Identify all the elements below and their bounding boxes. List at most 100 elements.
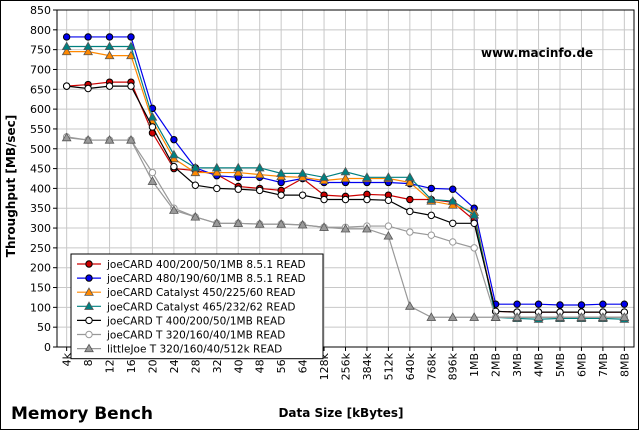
legend-label: joeCARD 480/190/60/1MB 8.5.1 READ — [106, 273, 306, 285]
y-tick-label: 300 — [30, 222, 51, 235]
chart-title: Memory Bench — [11, 404, 153, 424]
data-point — [298, 191, 307, 199]
data-point — [470, 244, 478, 252]
y-tick-label: 250 — [30, 242, 51, 255]
data-point — [256, 186, 264, 195]
series-2 — [62, 33, 629, 309]
data-point — [449, 185, 457, 193]
data-point — [61, 132, 72, 142]
data-point — [319, 172, 329, 181]
data-point — [449, 238, 457, 246]
data-point — [234, 185, 242, 193]
legend-marker — [84, 343, 94, 353]
data-point — [427, 211, 435, 220]
data-point — [83, 41, 93, 51]
data-point — [62, 82, 71, 90]
data-point — [170, 162, 178, 171]
y-tick-label: 50 — [37, 321, 51, 334]
x-tick-label: 4k — [61, 352, 74, 366]
data-point — [555, 312, 565, 321]
legend-marker — [84, 287, 94, 296]
y-tick-label: 850 — [30, 4, 51, 17]
data-point — [191, 181, 200, 189]
data-point — [447, 312, 458, 321]
data-point — [619, 312, 630, 321]
data-point — [277, 178, 285, 187]
data-point — [104, 50, 115, 60]
legend-item: joeCARD 400/200/50/1MB 8.5.1 READ — [77, 259, 306, 271]
data-point — [320, 195, 328, 204]
data-point — [406, 207, 414, 216]
data-point — [363, 195, 371, 204]
data-point — [276, 168, 287, 177]
y-tick-label: 150 — [30, 282, 51, 295]
y-tick-label: 500 — [30, 143, 51, 156]
data-point — [469, 209, 480, 219]
data-point — [340, 166, 351, 176]
y-axis-ticks: 0 50 100 150 200 250 300 350 400 450 500 550 600 650 7… — [30, 4, 57, 354]
data-point — [211, 162, 222, 172]
series-7 — [61, 132, 630, 321]
data-point — [213, 184, 221, 193]
y-tick-label: 350 — [30, 202, 51, 215]
data-point — [61, 41, 72, 51]
data-point — [449, 219, 457, 228]
data-point — [148, 123, 157, 131]
data-point — [126, 41, 136, 51]
x-tick-label: 4MB — [533, 353, 546, 377]
data-point — [127, 82, 135, 90]
y-tick-label: 800 — [30, 24, 51, 37]
data-point — [297, 168, 308, 177]
legend-item: joeCARD Catalyst 465/232/62 READ — [77, 301, 295, 313]
data-point — [169, 149, 179, 159]
x-tick-label: 8MB — [618, 353, 631, 377]
legend-item: joeCARD T 320/160/40/1MB READ — [77, 330, 285, 342]
legend-label: joeCARD Catalyst 450/225/60 READ — [106, 287, 295, 299]
data-point — [83, 46, 93, 56]
data-point — [190, 162, 201, 172]
x-tick-label: 1MB — [468, 353, 481, 377]
y-tick-label: 200 — [30, 262, 51, 275]
data-point — [61, 46, 72, 56]
legend: joeCARD 400/200/50/1MB 8.5.1 READ joeCARD… — [70, 253, 324, 360]
x-tick-label: 640k — [404, 352, 417, 380]
x-tick-label: 384k — [361, 352, 374, 380]
data-point — [297, 219, 308, 229]
series-5 — [62, 82, 629, 316]
data-point — [576, 312, 587, 321]
data-point — [426, 194, 437, 204]
x-tick-label: 256k — [340, 352, 353, 380]
series-layer — [61, 33, 630, 323]
data-point — [169, 205, 179, 214]
data-point — [556, 301, 564, 309]
data-point — [426, 312, 437, 321]
data-point — [254, 162, 265, 172]
legend-item: littleJoe T 320/160/40/512k READ — [77, 343, 282, 356]
data-point — [513, 300, 521, 308]
x-tick-label: 128k — [318, 352, 331, 380]
legend-item: joeCARD 480/190/60/1MB 8.5.1 READ — [77, 273, 306, 285]
data-point — [384, 196, 393, 205]
x-tick-label: 512k — [382, 352, 395, 380]
x-tick-label: 6MB — [575, 353, 588, 377]
data-point — [127, 33, 135, 41]
data-point — [84, 84, 92, 93]
y-tick-label: 0 — [44, 341, 51, 354]
x-axis-title: Data Size [kBytes] — [278, 406, 403, 420]
data-point — [533, 312, 544, 321]
data-point — [404, 172, 415, 181]
x-tick-label: 3MB — [511, 353, 524, 377]
x-tick-label: 896k — [447, 352, 460, 380]
data-point — [277, 191, 285, 199]
legend-label: joeCARD T 320/160/40/1MB READ — [106, 330, 285, 342]
data-point — [62, 33, 71, 41]
data-point — [340, 223, 351, 233]
data-point — [447, 196, 458, 205]
data-point — [254, 219, 265, 228]
data-point — [599, 300, 607, 308]
data-point — [490, 312, 501, 321]
data-point — [105, 82, 114, 90]
y-tick-label: 600 — [30, 103, 51, 116]
